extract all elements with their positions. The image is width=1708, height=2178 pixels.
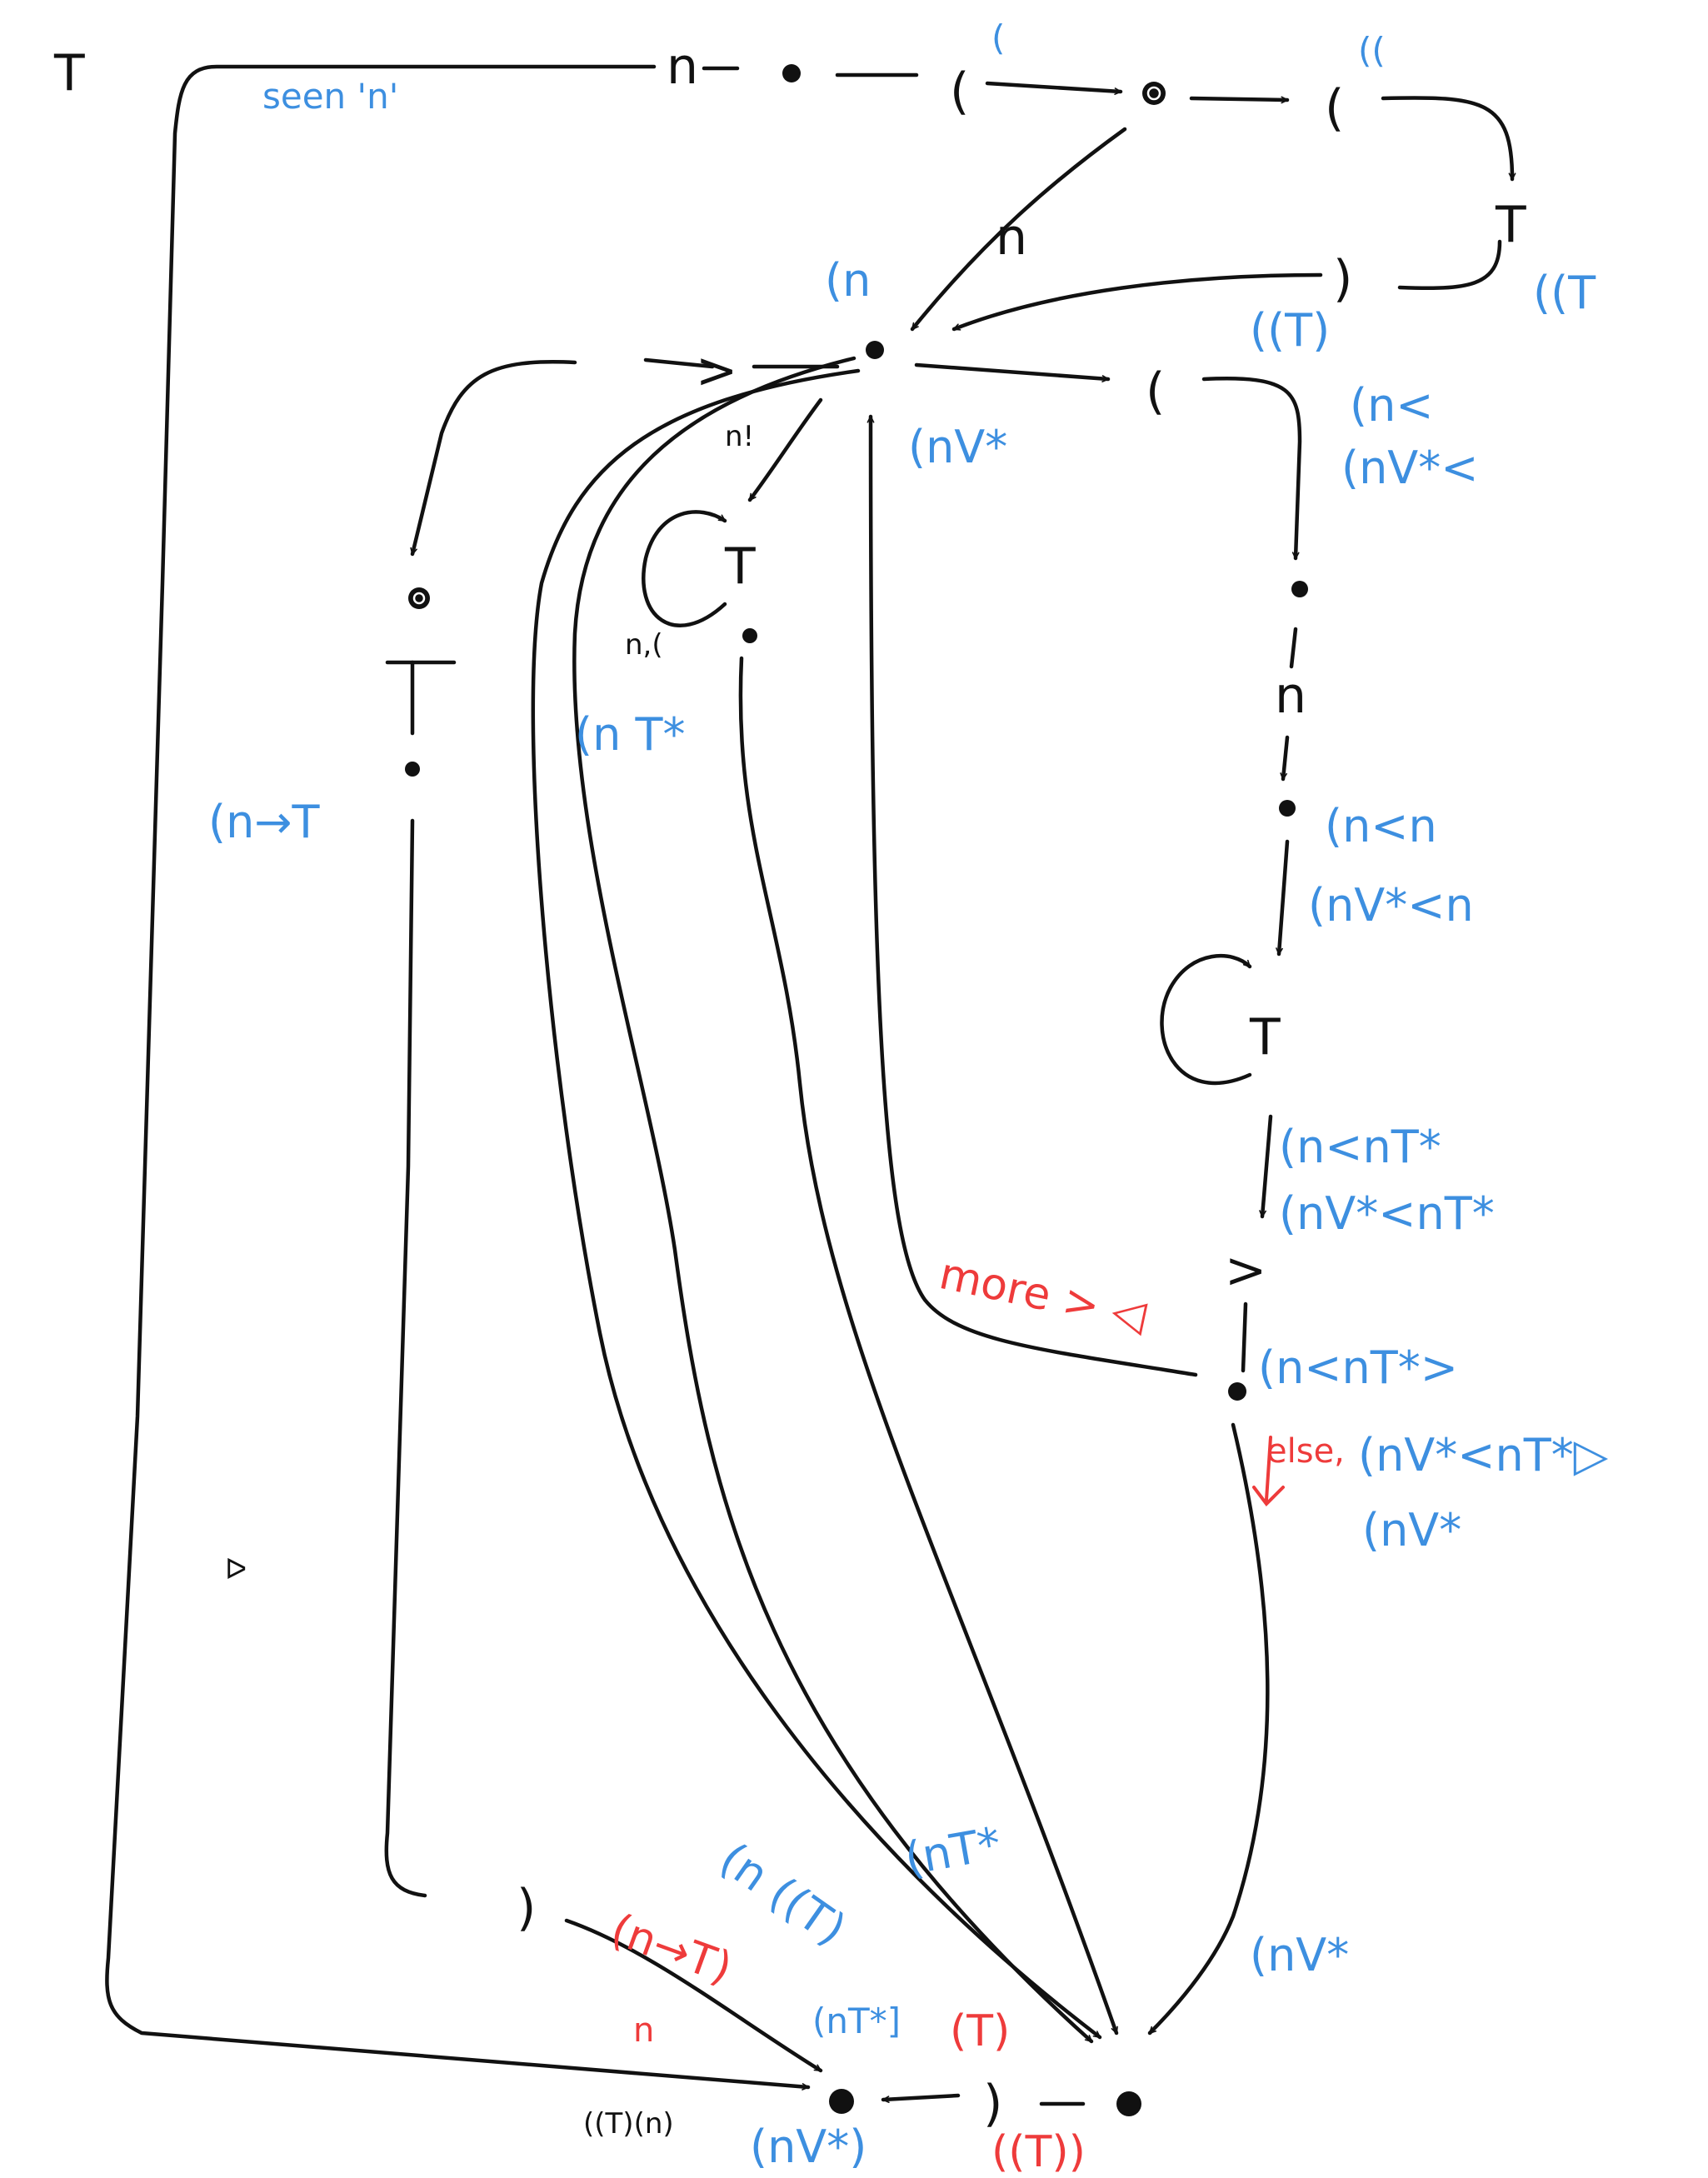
edge-right-node-to-T2 [1276,839,1290,957]
nvstar-lt-nT-star-tri-annotation: (nV*<nT*▷ [1358,1429,1609,1481]
edge-node2-to-hub [910,127,1127,332]
edges [105,64,1516,2106]
n-lt-nT-star-gt-annotation: (n<nT*> [1258,1341,1458,1394]
edge-open2-to-T [1381,96,1516,182]
edge-right-node-to-final2 [1147,1422,1270,2036]
paren-paren-T-close-annotation: ((T) [1250,304,1330,357]
final-close-label: ) [983,2075,1002,2133]
n-lt-nT-star-annotation: (n<nT* [1279,1121,1441,1173]
diag-n-label: n [996,208,1027,267]
node-final-2 [1116,2091,1141,2116]
node-right-1 [1291,581,1308,597]
edge-open3-to-node [1201,377,1302,561]
sup-open2-annotation: (( [1358,30,1386,71]
n-bang-label: n! [725,420,754,453]
edge-hub-curve-left-to-final2 [531,368,1102,2040]
edge-self-loop-T2 [1160,953,1252,1086]
n-T-star-annotation: (n T* [575,708,685,761]
nodes [405,64,1308,2116]
top-n-label: n [667,37,698,96]
node-top-2 [1142,82,1166,105]
edge-left-column-down [384,818,427,1898]
edge-right-node-n-b [1280,735,1290,782]
edge-hub-gt-left [643,357,715,369]
n-comma-open-label: n,( [625,628,663,662]
n-arrow-T-annotation: (n→T [208,796,321,848]
edge-hub-to-T-inner [747,397,823,502]
edge-hub-left-branch [410,360,577,557]
symbol-labels: T n ( ( T ) n > ( n! T n,( n T > ) ) ᐅ (… [53,37,1526,2141]
edge-right-node-n-a [1289,627,1298,669]
edge-close-to-final1 [564,1918,823,2073]
right-T-label: T [1495,196,1526,254]
hub-gt-label: > [696,342,737,400]
edge-T-to-close [1397,239,1502,291]
node-left-1 [408,587,430,609]
edge-inner-node-to-final2 [738,656,1119,2036]
T-close-annotation: (T) [950,2006,1010,2056]
hub-open-label: ( [1146,362,1165,421]
edge-hub-to-open3 [914,362,1111,382]
node-inner [742,628,757,643]
seen-n-annotation: seen 'n' [262,76,398,117]
nvstar-lt-n-annotation: (nV*<n [1308,879,1474,932]
start-T-label: T [53,44,85,102]
nvstar-3-annotation: (nV* [1250,1929,1349,1981]
nvstar-lt-nT-star-annotation: (nV*<nT* [1279,1187,1495,1240]
edge-node2-to-open2 [1189,96,1290,104]
node-ring-top-2 [1146,86,1161,101]
paren-paren-T-bottom-annotation: ((T)) [991,2127,1086,2177]
blue-annotations: seen 'n' ( (( (n ((T ((T) (nV* (n< (nV*<… [208,17,1609,2173]
nvstar-final-annotation: (nV*) [750,2121,866,2173]
n-T-star-bracket-annotation: (nT*] [812,2001,901,2041]
node-ring-left-1 [412,592,426,605]
else-arrow [1252,1436,1285,1507]
sup-open1-annotation: ( [991,17,1005,58]
node-top-1 [782,64,801,82]
top-open2-label: ( [1325,79,1344,137]
node-left-2 [405,762,420,777]
nvstar-2-annotation: (nV* [1362,1504,1461,1556]
stray-mark: ᐅ [225,1553,247,1586]
edge-hub-curve-mid-to-final2 [572,356,1094,2044]
node-right-2 [1279,800,1296,817]
paren-paren-T-annotation: ((T [1533,267,1596,319]
edge-self-loop-inner-T [642,510,727,627]
paren-n-annotation: (n [825,254,871,307]
close-paren-label: ) [1333,250,1352,308]
n-red-annotation: n [633,2011,654,2050]
edge-gt-to-node [1241,1301,1248,1373]
edge-close-to-hub [951,272,1323,332]
right-gt-label: > [1225,1241,1266,1300]
n-T-star-2-annotation: (nT* [901,1817,1004,1886]
hub-nvstar-annotation: (nV* [908,421,1007,473]
n-lt-annotation: (n< [1350,379,1434,432]
right-n-label: n [1275,667,1306,725]
small-stack-label: ((T)(n) [583,2107,674,2141]
right-T2-label: T [1249,1008,1281,1067]
edge-final2-to-final1 [881,2093,961,2104]
bottom-close-label: ) [517,1879,536,1937]
edge-more-loop-to-hub [866,414,1198,1377]
n-lt-n-annotation: (n<n [1325,800,1437,852]
edge-start-outer-loop [105,64,811,2091]
node-right-3 [1228,1382,1246,1401]
node-hub [866,341,884,359]
node-final-1 [829,2089,854,2114]
edge-open-to-node2 [985,81,1123,95]
nvstar-lt-annotation: (nV*< [1341,442,1478,494]
edge-T2-to-gt [1259,1114,1273,1219]
n-arrow-T-close-annotation: (n→T) [605,1905,738,1994]
n-paren-paren-T-annotation: (n ((T) [711,1832,856,1956]
top-open-label: ( [950,62,969,121]
else-annotation: else, [1266,1432,1345,1471]
inner-T-label: T [724,537,756,596]
